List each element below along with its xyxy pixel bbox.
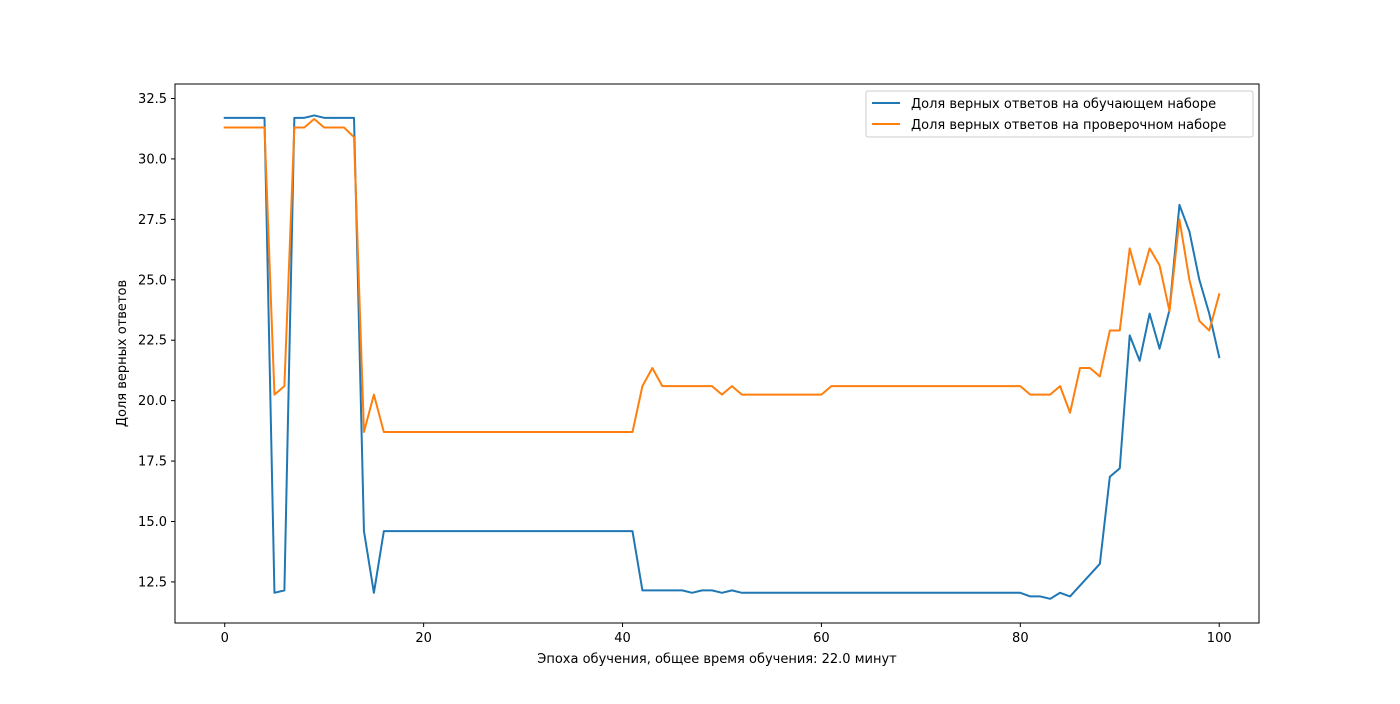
- x-axis-label: Эпоха обучения, общее время обучения: 22…: [537, 652, 897, 667]
- legend-box: [865, 90, 1254, 138]
- y-tick-label: 25.0: [138, 273, 167, 288]
- series-line-train: [223, 114, 1221, 600]
- y-axis-label: Доля верных ответов: [115, 280, 130, 427]
- x-tick-label: 20: [415, 631, 432, 646]
- plot-area-frame: [174, 83, 1260, 624]
- x-tick-label: 100: [1207, 631, 1232, 646]
- x-axis: 0 20 40 60 80 100: [221, 623, 1232, 646]
- y-tick-label: 20.0: [138, 394, 167, 409]
- legend: Доля верных ответов на обучающем наборе …: [865, 90, 1254, 138]
- y-tick-label: 15.0: [138, 515, 167, 530]
- legend-label-train: Доля верных ответов на обучающем наборе: [911, 97, 1216, 112]
- x-tick-label: 80: [1012, 631, 1029, 646]
- x-tick-label: 40: [614, 631, 631, 646]
- y-tick-label: 17.5: [138, 455, 167, 470]
- x-tick-label: 0: [221, 631, 229, 646]
- series-layer: [223, 114, 1221, 600]
- series-line-validation: [223, 118, 1221, 434]
- y-tick-label: 22.5: [138, 334, 167, 349]
- y-tick-label: 27.5: [138, 213, 167, 228]
- y-tick-label: 12.5: [138, 575, 167, 590]
- y-axis: 12.5 15.0 17.5 20.0 22.5 25.0 27.5 30.0 32.5: [138, 92, 175, 590]
- legend-label-validation: Доля верных ответов на проверочном набор…: [911, 118, 1226, 133]
- y-tick-label: 32.5: [138, 92, 167, 107]
- y-tick-label: 30.0: [138, 152, 167, 167]
- x-tick-label: 60: [813, 631, 830, 646]
